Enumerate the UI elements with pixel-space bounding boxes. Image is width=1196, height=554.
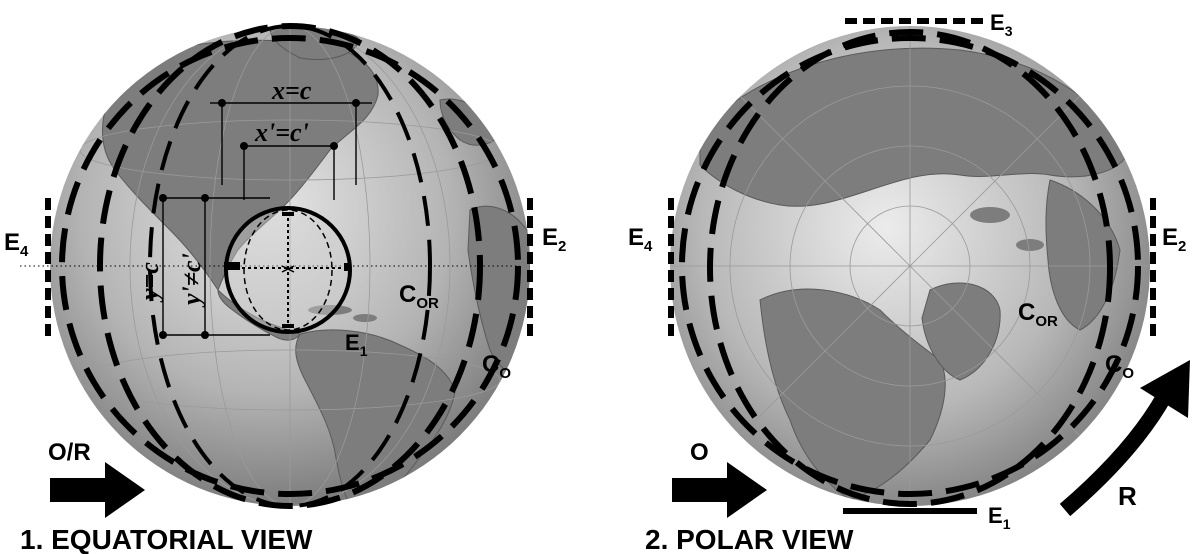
eurasia-landmass — [699, 47, 1131, 207]
xprime-equals-cprime-label: x'=c' — [254, 118, 309, 147]
e1-label: E1 — [345, 330, 368, 359]
projected-ellipse — [243, 209, 333, 331]
arctic-island — [862, 322, 898, 338]
e4-dashed-bar — [668, 198, 674, 336]
central-america-landmass — [217, 288, 301, 341]
arctic-island — [1016, 239, 1044, 251]
e1-solid-bar — [843, 508, 977, 514]
north-america-landmass — [759, 288, 946, 501]
x-equals-c-label: x=c — [271, 76, 312, 105]
inner-orbit-ellipse — [148, 24, 432, 508]
measurement-brackets — [160, 102, 372, 336]
e3-dashed-bar — [845, 18, 983, 24]
equatorial-globe: x=c x'=c' y=c y'≠c' E4 E2 E1 COR CO O/R … — [4, 23, 566, 554]
center-x-mark — [281, 265, 295, 273]
e2-label: E2 — [1162, 224, 1186, 255]
arrow-label: O — [690, 439, 709, 466]
rotation-arrow-head-icon — [1140, 360, 1190, 418]
co-label: CO — [1105, 351, 1134, 382]
e4-label: E4 — [628, 224, 653, 255]
bracket-endpoints — [159, 99, 360, 339]
polar-globe: E3 E4 E2 E1 COR CO O R 2. POLAR VIEW — [628, 10, 1190, 554]
cor-orbit-ellipse — [97, 23, 483, 509]
east-marker — [344, 263, 348, 271]
e3-label: E3 — [990, 10, 1013, 39]
e2-dashed-bar — [527, 198, 533, 336]
e1-label: E1 — [988, 503, 1011, 532]
e2-label: E2 — [542, 224, 566, 255]
co-orbit-circle — [59, 35, 521, 497]
e2-dashed-bar — [1150, 198, 1156, 336]
arrow-label: O/R — [48, 439, 91, 466]
greenland-landmass — [921, 282, 1001, 381]
south-marker — [282, 324, 294, 328]
co-label: CO — [482, 351, 511, 382]
y-equals-c-label: y=c — [135, 262, 164, 303]
west-marker — [224, 262, 240, 270]
e4-dashed-bar — [45, 198, 51, 336]
rotation-label: R — [1118, 481, 1137, 511]
caption-equatorial: 1. EQUATORIAL VIEW — [20, 524, 313, 554]
cor-orbit-ellipse — [707, 29, 1113, 507]
observation-arrow-icon — [50, 462, 145, 518]
caribbean-island — [353, 314, 377, 322]
yprime-not-equal-cprime-label: y'≠c' — [177, 253, 206, 308]
north-marker — [282, 212, 294, 216]
graticule — [670, 26, 1150, 506]
cor-label: COR — [399, 281, 439, 312]
caption-polar: 2. POLAR VIEW — [645, 524, 854, 554]
observation-arrow-icon — [672, 462, 767, 518]
rotation-arrow-shaft — [1059, 391, 1172, 517]
arctic-island — [970, 207, 1010, 223]
cor-label: COR — [1018, 299, 1058, 330]
e4-label: E4 — [4, 229, 29, 260]
continents — [670, 26, 1150, 506]
co-orbit-circle — [679, 35, 1141, 497]
